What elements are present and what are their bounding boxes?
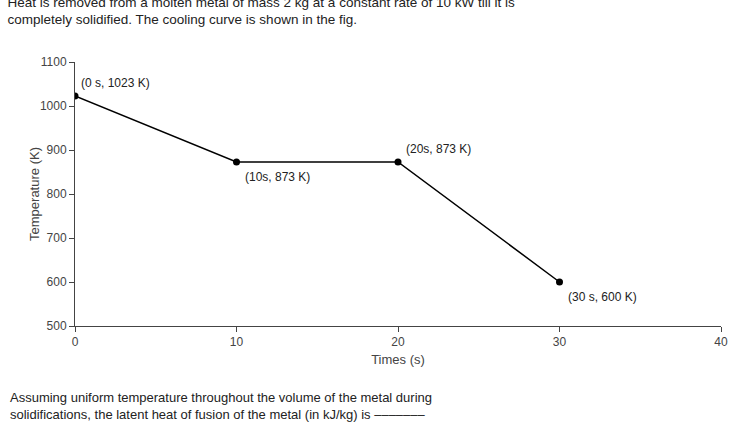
svg-text:1000: 1000 [40, 99, 67, 113]
svg-text:1100: 1100 [41, 55, 67, 69]
svg-text:30: 30 [553, 335, 567, 349]
svg-text:600: 600 [47, 275, 67, 289]
svg-text:(20s, 873 K): (20s, 873 K) [406, 142, 471, 156]
svg-text:Assuming uniform temperature t: Assuming uniform temperature throughout … [10, 390, 432, 422]
svg-text:500: 500 [47, 319, 67, 333]
svg-text:800: 800 [47, 187, 67, 201]
svg-text:Heat is removed from a molten: Heat is removed from a molten metal of m… [8, 0, 515, 27]
svg-text:Times (s): Times (s) [371, 352, 425, 367]
svg-text:40: 40 [714, 335, 728, 349]
svg-text:(10s, 873 K): (10s, 873 K) [245, 170, 310, 184]
svg-text:10: 10 [230, 335, 244, 349]
svg-text:20: 20 [391, 335, 405, 349]
svg-text:(0 s, 1023 K): (0 s, 1023 K) [81, 76, 150, 90]
svg-text:(30 s, 600 K): (30 s, 600 K) [568, 290, 637, 304]
svg-text:700: 700 [47, 231, 67, 245]
svg-text:0: 0 [72, 335, 79, 349]
svg-text:900: 900 [47, 143, 67, 157]
svg-text:Temperature (K): Temperature (K) [27, 147, 42, 241]
